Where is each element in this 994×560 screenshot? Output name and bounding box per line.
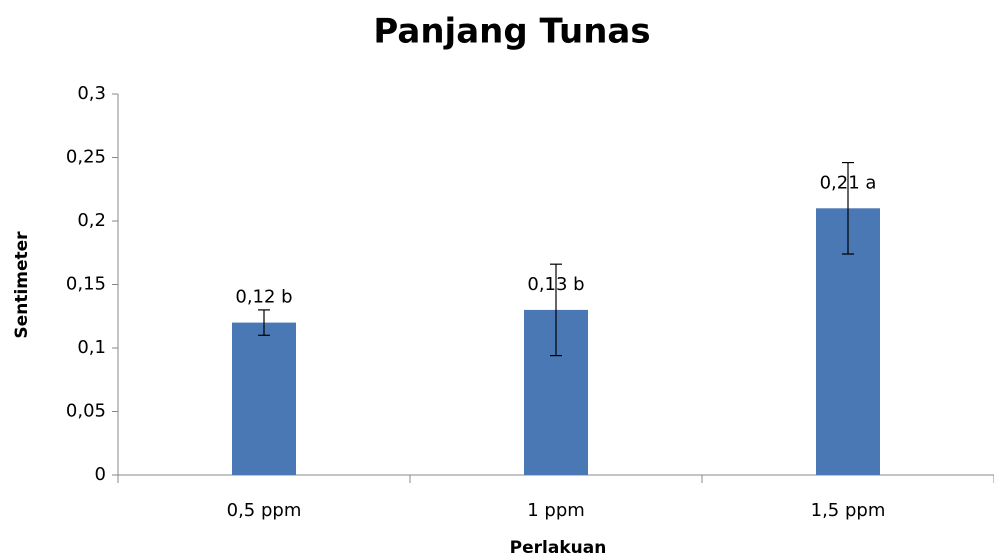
bar [232, 323, 296, 475]
y-tick-label: 0 [95, 464, 106, 485]
y-tick-label: 0,1 [77, 337, 106, 358]
value-label: 0,12 b [235, 287, 292, 308]
page: Panjang Tunas Perlakuan Sentimeter 0 0,05… [0, 0, 994, 560]
y-tick-label: 0,25 [66, 147, 106, 168]
chart: Panjang Tunas Perlakuan Sentimeter 0 0,05… [0, 0, 994, 560]
chart-title: Panjang Tunas [373, 12, 650, 52]
x-tick-label: 0,5 ppm [227, 500, 302, 521]
y-tick-label: 0,3 [77, 83, 106, 104]
x-tick-label: 1,5 ppm [811, 500, 886, 521]
x-tick-label: 1 ppm [527, 500, 585, 521]
x-axis-label: Perlakuan [510, 538, 607, 558]
y-tick-label: 0,2 [77, 210, 106, 231]
y-tick-label: 0,05 [66, 401, 106, 422]
y-tick-label: 0,15 [66, 274, 106, 295]
y-axis-label: Sentimeter [12, 231, 32, 339]
